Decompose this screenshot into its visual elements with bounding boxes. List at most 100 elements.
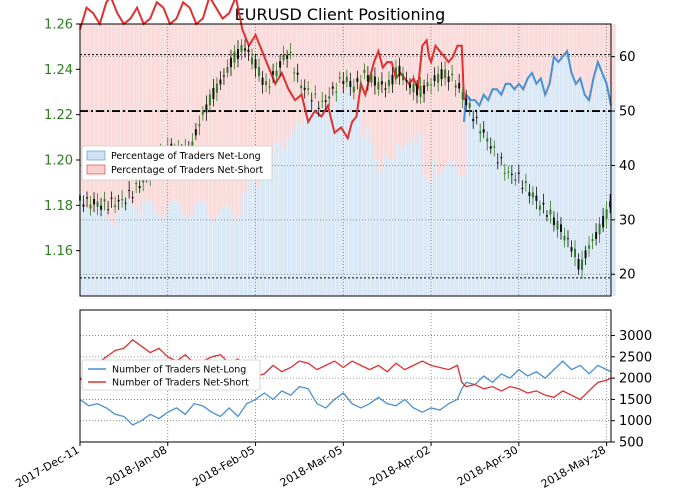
candle-body — [458, 82, 461, 89]
net-long-fill — [352, 100, 357, 296]
candle-body — [117, 199, 120, 202]
net-long-fill — [211, 221, 217, 296]
candle-body — [307, 88, 310, 90]
net-short-fill — [540, 24, 546, 79]
net-long-fill — [119, 205, 125, 296]
net-short-fill — [110, 24, 116, 226]
net-short-fill — [325, 24, 331, 113]
net-short-fill — [180, 24, 186, 215]
net-long-fill — [202, 203, 208, 296]
net-long-fill — [466, 94, 471, 296]
candle-body — [486, 138, 489, 142]
net-long-fill — [303, 118, 309, 296]
candle-body — [261, 77, 264, 85]
net-short-fill — [330, 24, 335, 108]
candle-body — [609, 201, 612, 208]
net-short-fill — [167, 24, 173, 204]
net-long-fill — [567, 51, 572, 297]
y-tick-label-bottom: 3000 — [619, 329, 652, 344]
net-short-fill — [299, 24, 305, 126]
candle-body — [605, 209, 608, 219]
candle-body — [100, 205, 103, 210]
net-long-fill — [378, 170, 384, 296]
candle-body — [465, 98, 468, 106]
net-long-fill — [295, 121, 300, 296]
net-short-fill — [176, 24, 182, 204]
net-long-fill — [606, 83, 612, 296]
y-tick-label-bottom: 500 — [619, 436, 644, 451]
candle-body — [300, 85, 303, 89]
candle-body — [584, 250, 587, 259]
net-short-fill — [518, 24, 524, 84]
candle-body — [222, 75, 225, 77]
candle-body — [588, 245, 591, 249]
candle-body — [493, 146, 496, 148]
net-long-fill — [479, 105, 485, 296]
candle-body — [412, 83, 415, 93]
candle-body — [296, 72, 299, 75]
candle-body — [138, 186, 141, 189]
net-short-fill — [470, 24, 476, 101]
net-long-fill — [97, 201, 103, 296]
candle-body — [398, 65, 401, 76]
candle-body — [212, 87, 215, 100]
net-long-fill — [483, 94, 489, 296]
net-long-fill — [505, 83, 511, 296]
candle-body — [258, 67, 261, 77]
net-long-fill — [347, 83, 353, 296]
net-short-fill — [360, 24, 366, 139]
net-short-fill — [202, 24, 208, 204]
net-short-fill — [514, 24, 520, 90]
net-long-fill — [128, 201, 133, 296]
candle-body — [416, 84, 419, 96]
candle-body — [282, 54, 285, 61]
net-long-fill — [246, 181, 252, 296]
x-tick-labels: 2017-Dec-11 2018-Jan-08 2018-Feb-05 2018-Ma… — [13, 442, 608, 491]
candle-body — [96, 201, 99, 207]
net-short-fill — [501, 24, 506, 95]
legend-label-long-count: Number of Traders Net-Long — [112, 365, 246, 376]
net-short-fill — [532, 24, 537, 73]
net-long-fill — [580, 78, 585, 297]
net-short-fill — [229, 24, 234, 209]
net-short-fill — [602, 24, 607, 73]
candle-body — [198, 124, 201, 127]
candle-body — [514, 179, 517, 181]
net-long-fill — [198, 199, 204, 296]
net-short-fill — [334, 24, 340, 90]
candle-body — [107, 209, 110, 211]
candle-body — [419, 85, 422, 97]
candle-body — [293, 72, 296, 74]
candle-body — [373, 76, 376, 86]
net-long-fill — [167, 203, 173, 296]
net-short-fill — [400, 24, 406, 150]
net-short-fill — [93, 24, 98, 209]
candle-body — [201, 111, 204, 115]
candle-body — [251, 57, 254, 65]
net-long-fill — [299, 125, 305, 297]
candle-body — [233, 51, 236, 63]
net-short-fill — [141, 24, 147, 204]
net-short-fill — [123, 24, 129, 199]
net-long-fill — [237, 214, 243, 296]
net-short-fill — [466, 24, 471, 95]
net-short-fill — [308, 24, 313, 101]
net-short-fill — [474, 24, 480, 101]
net-long-fill — [518, 83, 524, 296]
net-long-fill — [137, 214, 142, 296]
top-legend: Percentage of Traders Net-Long Percentage… — [81, 145, 273, 181]
candle-body — [208, 94, 211, 106]
net-short-fill — [488, 24, 493, 101]
candle-body — [128, 189, 131, 191]
candle-body — [479, 131, 482, 134]
candle-body — [405, 80, 408, 82]
net-short-fill — [158, 24, 164, 219]
net-short-fill — [119, 24, 125, 206]
candle-body — [366, 75, 369, 82]
candle-body — [205, 104, 208, 113]
candle-body — [391, 74, 394, 85]
net-short-fill — [523, 24, 528, 90]
net-short-fill — [237, 24, 243, 215]
net-long-fill — [593, 78, 599, 297]
candle-body — [577, 259, 580, 270]
